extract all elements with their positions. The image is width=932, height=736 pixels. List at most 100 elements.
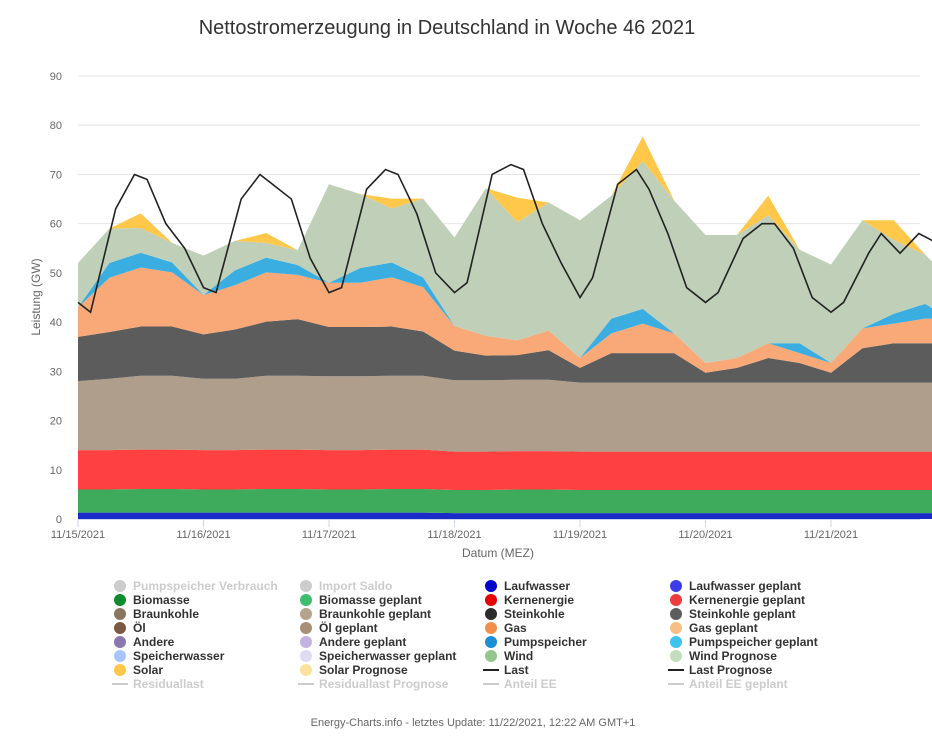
chart-title: Nettostromerzeugung in Deutschland in Wo… <box>199 17 696 39</box>
legend-label: Wind <box>504 649 533 663</box>
legend-label: Anteil EE geplant <box>689 677 788 691</box>
legend-item[interactable]: Import Saldo <box>300 579 392 593</box>
legend-marker-icon <box>670 608 682 620</box>
legend-marker-icon <box>485 594 497 606</box>
legend-marker-icon <box>300 594 312 606</box>
area-wind <box>78 161 932 363</box>
legend-label: Laufwasser <box>504 579 570 593</box>
legend-item[interactable]: Pumpspeicher <box>485 635 587 649</box>
plot-lines <box>77 163 932 314</box>
legend-label: Andere geplant <box>319 635 406 649</box>
credits[interactable]: Energy-Charts.info - letztes Update: 11/… <box>311 717 636 729</box>
y-tick-label: 60 <box>50 219 62 231</box>
y-tick-label: 10 <box>50 465 62 477</box>
legend-label: Speicherwasser <box>133 649 225 663</box>
legend-item[interactable]: Laufwasser <box>485 579 570 593</box>
x-tick-label: 11/17/2021 <box>302 529 356 541</box>
legend-item[interactable]: Solar Prognose <box>300 663 408 677</box>
area-braunkohle <box>78 375 932 452</box>
legend-label: Pumpspeicher Verbrauch <box>133 579 278 593</box>
legend-item[interactable]: Anteil EE geplant <box>668 677 788 691</box>
legend-label: Import Saldo <box>319 579 392 593</box>
legend-item[interactable]: Braunkohle geplant <box>300 607 431 621</box>
legend-marker-icon <box>300 636 312 648</box>
y-axis: 0 10 20 30 40 50 60 70 80 90 <box>50 71 62 526</box>
legend-item[interactable]: Anteil EE <box>483 677 557 691</box>
legend-item[interactable]: Kernenergie geplant <box>670 593 805 607</box>
area-laufwasser <box>78 512 932 519</box>
legend-item[interactable]: Öl <box>114 620 146 635</box>
legend-label: Wind Prognose <box>689 649 777 663</box>
legend-item[interactable]: Pumpspeicher Verbrauch <box>114 579 278 593</box>
area-kernenergie <box>78 449 932 490</box>
x-axis-title: Datum (MEZ) <box>462 546 534 560</box>
legend-item[interactable]: Kernenergie <box>485 593 574 607</box>
legend-item[interactable]: Solar <box>114 663 163 677</box>
legend-marker-icon <box>114 664 126 676</box>
legend-item[interactable]: Last <box>483 663 529 677</box>
legend-label: Pumpspeicher <box>504 635 587 649</box>
legend-item[interactable]: Wind Prognose <box>670 649 777 663</box>
legend-item[interactable]: Braunkohle <box>114 607 199 621</box>
legend-label: Biomasse geplant <box>319 593 422 607</box>
x-tick-label: 11/15/2021 <box>51 529 105 541</box>
legend-item[interactable]: Andere geplant <box>300 635 406 649</box>
legend-marker-icon <box>670 594 682 606</box>
legend-marker-icon <box>485 580 497 592</box>
legend-marker-icon <box>300 580 312 592</box>
area-pumpspeicher <box>78 252 932 363</box>
legend-item[interactable]: Biomasse geplant <box>300 593 422 607</box>
y-tick-label: 30 <box>50 366 62 378</box>
legend-marker-icon <box>114 580 126 592</box>
legend-label: Anteil EE <box>504 677 557 691</box>
legend-label: Kernenergie geplant <box>689 593 805 607</box>
legend-label: Öl geplant <box>319 620 378 635</box>
y-tick-label: 40 <box>50 317 62 329</box>
legend-item[interactable]: Laufwasser geplant <box>670 579 801 593</box>
legend-marker-icon <box>670 636 682 648</box>
legend-marker-icon <box>114 650 126 662</box>
legend-item[interactable]: Biomasse <box>114 593 190 607</box>
legend-item[interactable]: Wind <box>485 649 533 663</box>
legend-label: Andere <box>133 635 175 649</box>
y-tick-label: 90 <box>50 71 62 83</box>
legend-marker-icon <box>670 650 682 662</box>
x-tick-label: 11/20/2021 <box>678 529 732 541</box>
area-solar <box>78 136 932 265</box>
legend-item[interactable]: Pumpspeicher geplant <box>670 635 818 649</box>
legend-label: Gas <box>504 621 527 635</box>
legend-item[interactable]: Gas geplant <box>670 621 758 635</box>
x-tick-label: 11/16/2021 <box>176 529 230 541</box>
legend-item[interactable]: Andere <box>114 635 175 649</box>
legend-marker-icon <box>485 650 497 662</box>
legend-marker-icon <box>300 608 312 620</box>
line-last <box>77 163 932 314</box>
legend-marker-icon <box>300 622 312 634</box>
legend-marker-icon <box>485 608 497 620</box>
y-tick-label: 0 <box>56 514 62 526</box>
legend-label: Residuallast Prognose <box>319 677 449 691</box>
y-tick-label: 50 <box>50 268 62 280</box>
legend-marker-icon <box>114 594 126 606</box>
legend-item[interactable]: Residuallast Prognose <box>298 677 449 691</box>
legend-item[interactable]: Speicherwasser <box>114 649 225 663</box>
legend-item[interactable]: Gas <box>485 621 527 635</box>
legend-label: Last Prognose <box>689 663 773 677</box>
legend-label: Braunkohle <box>133 607 199 621</box>
x-tick-label: 11/19/2021 <box>553 529 607 541</box>
legend-item[interactable]: Steinkohle geplant <box>670 607 796 621</box>
y-tick-label: 80 <box>50 120 62 132</box>
legend-item[interactable]: Speicherwasser geplant <box>300 649 456 663</box>
legend-label: Gas geplant <box>689 621 758 635</box>
legend-marker-icon <box>300 664 312 676</box>
legend-marker-icon <box>670 580 682 592</box>
legend-marker-icon <box>485 622 497 634</box>
legend-item[interactable]: Steinkohle <box>485 607 565 621</box>
legend-item[interactable]: Residuallast <box>112 677 204 691</box>
legend-item[interactable]: Öl geplant <box>300 620 378 635</box>
legend: Pumpspeicher Verbrauch Import Saldo Laufwa… <box>112 579 818 691</box>
legend-marker-icon <box>485 636 497 648</box>
legend-label: Laufwasser geplant <box>689 579 801 593</box>
legend-item[interactable]: Last Prognose <box>668 663 773 677</box>
